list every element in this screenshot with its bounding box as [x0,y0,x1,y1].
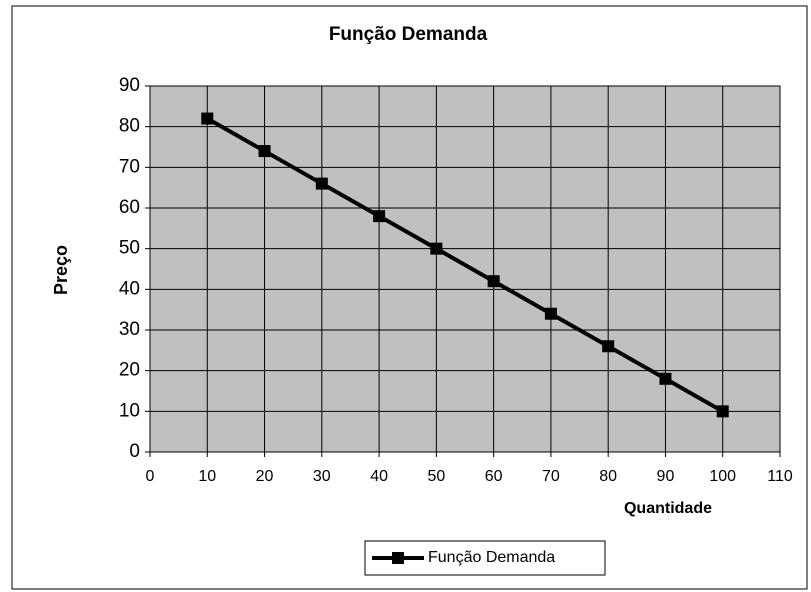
chart-title: Função Demanda [329,24,488,45]
x-tick-label: 110 [767,468,793,485]
x-tick-label: 20 [256,468,274,485]
y-tick-label: 40 [119,278,140,299]
data-line [206,116,724,414]
y-tick-label: 80 [119,116,140,137]
x-tick-label: 80 [599,468,617,485]
y-axis-label: Preço [51,245,71,295]
data-point [487,275,500,288]
data-point [430,242,443,255]
y-tick-label: 0 [129,441,140,462]
x-tick-label: 90 [657,468,675,485]
x-tick-label: 60 [485,468,503,485]
x-axis-label: Quantidade [624,500,712,517]
data-point [201,112,214,125]
y-tick-label: 30 [119,319,140,340]
y-tick-label: 20 [119,360,140,381]
y-tick-label: 70 [119,156,140,177]
x-tick-label: 10 [198,468,216,485]
x-tick-label: 40 [370,468,388,485]
y-tick-label: 50 [119,238,140,259]
x-tick-label: 100 [709,468,736,485]
legend-marker [392,552,404,564]
y-tick-label: 60 [119,197,140,218]
data-point [716,405,729,418]
data-point [315,177,328,190]
y-tick-label: 10 [119,400,140,421]
x-tick-label: 0 [146,468,155,485]
data-point [659,372,672,385]
data-point [373,210,386,223]
x-tick-label: 50 [427,468,445,485]
data-point [258,145,271,158]
plot-border [149,85,781,453]
data-point [602,340,615,353]
x-tick-label: 70 [542,468,560,485]
x-tick-label: 30 [313,468,331,485]
data-point [544,307,557,320]
y-tick-label: 90 [119,75,140,96]
legend-label: Função Demanda [428,549,555,566]
